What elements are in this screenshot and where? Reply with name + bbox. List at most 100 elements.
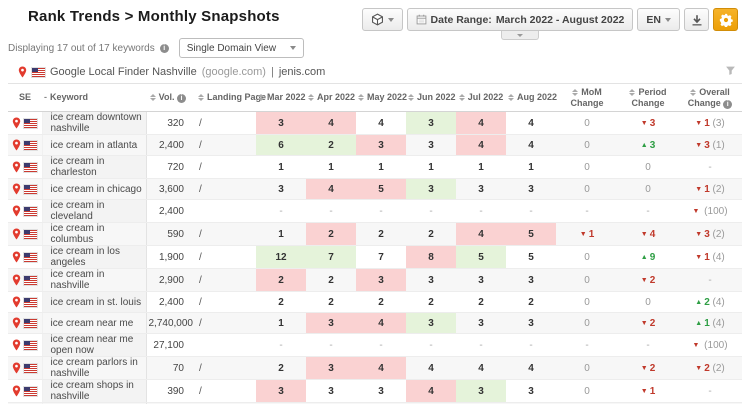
col-header-vol[interactable]: Vol. i [146,83,194,112]
col-header-aug[interactable]: Aug 2022 [506,83,558,112]
location-pin-icon[interactable] [12,228,21,240]
change-value: 2 [649,362,656,374]
rank-cell-aug: 5 [506,222,556,246]
cube-icon [371,13,384,26]
col-header-apr[interactable]: Apr 2022 [306,83,356,112]
col-header-overall[interactable]: Overall Change i [678,83,742,112]
date-range-button[interactable]: Date Range: March 2022 - August 2022 [406,8,634,31]
view-mode-select[interactable]: Single Domain View [178,38,305,58]
location-pin-icon[interactable] [12,205,21,217]
rank-value: - [279,339,283,351]
table-row: ice cream in cleveland 2,400 - - - - - - - - ▼ (10… [8,199,742,223]
rank-cell-apr: 2 [306,222,356,246]
sort-icon[interactable] [690,88,697,96]
info-icon[interactable]: i [159,43,169,53]
rank-value: 4 [378,362,384,374]
sort-icon[interactable] [198,94,204,101]
keyword-cell[interactable]: ice cream in columbus [42,222,147,246]
sort-icon[interactable] [308,94,314,101]
sort-icon[interactable] [358,94,364,101]
change-value: 0 [584,385,590,397]
rank-cell-may: 1 [356,402,406,404]
sort-icon[interactable] [149,94,156,101]
landing-page-cell[interactable]: / [194,245,256,269]
arrow-down-icon: ▼ [640,119,648,127]
col-label: Keyword [50,92,89,102]
rank-cell-apr: 1 [306,402,356,404]
volume-cell: 2,400 [146,291,194,313]
landing-page-cell[interactable]: / [194,268,256,292]
collapse-tab[interactable] [500,31,539,40]
keyword-cell[interactable]: ice cream in nashville [42,268,147,292]
change-value: 1 [588,228,595,240]
rank-cell-jun: - [406,199,456,223]
period-change-cell: 0 [618,155,678,179]
rank-cell-aug: 3 [506,312,556,334]
language-button[interactable]: EN [637,8,680,31]
col-header-jul[interactable]: Jul 2022 [456,83,506,112]
keyword-cell[interactable]: ice cream near me [42,312,147,334]
landing-page-cell[interactable]: / [194,134,256,156]
keyword-cell[interactable]: ice cream in charleston [42,155,147,179]
sort-icon[interactable] [508,94,514,101]
keyword-cell[interactable]: ice cream in st. louis [42,291,147,313]
landing-page-cell[interactable]: / [194,379,256,403]
location-pin-icon[interactable] [12,274,21,286]
location-pin-icon[interactable] [12,117,21,129]
location-pin-icon[interactable] [12,385,21,397]
landing-page-cell[interactable]: / [194,178,256,200]
arrow-down-icon: ▼ [640,276,648,284]
col-header-mom[interactable]: MoM Change [556,83,618,112]
landing-page-cell[interactable]: / [194,222,256,246]
col-label: Aug 2022 [517,92,558,102]
sort-icon[interactable] [408,94,414,101]
keyword-cell[interactable]: ice cream parlors in nashville [42,356,147,380]
landing-page-cell[interactable]: / [194,155,256,179]
landing-page-cell[interactable]: / [194,111,256,135]
keyword-cell[interactable]: jeni britton bauer [42,402,147,404]
sort-icon[interactable] [572,88,579,96]
location-pin-icon[interactable] [12,161,21,173]
location-pin-icon[interactable] [12,183,21,195]
location-pin-icon[interactable] [12,251,21,263]
arrow-down-icon: ▼ [692,341,700,349]
location-pin-icon[interactable] [12,296,21,308]
col-header-may[interactable]: May 2022 [356,83,407,112]
location-pin-icon[interactable] [12,139,21,151]
rank-table: SE - Keyword Vol. i Landing Page Mar 2022 Apr … [8,83,742,404]
change-value: 3 [649,139,656,151]
landing-page-cell[interactable]: / [194,356,256,380]
col-header-period[interactable]: Period Change [618,83,678,112]
rank-value: 4 [478,117,484,129]
rank-cell-jul: 1 [456,402,506,404]
sort-icon[interactable] [258,94,264,101]
col-header-mar[interactable]: Mar 2022 [256,83,306,112]
col-header-keyword[interactable]: - Keyword [42,83,146,112]
sort-icon[interactable] [458,94,465,101]
rank-cell-apr: 3 [306,312,356,334]
keyword-cell[interactable]: ice cream shops in nashville [42,379,147,403]
location-pin-icon[interactable] [12,362,21,374]
rank-cell-mar: 2 [256,268,306,292]
sort-icon[interactable] [629,88,636,96]
keyword-cell[interactable]: ice cream downtown nashville [42,111,147,135]
keyword-cell[interactable]: ice cream in los angeles [42,245,147,269]
location-pin-icon[interactable] [12,339,21,351]
col-header-landing[interactable]: Landing Page [194,83,266,112]
keyword-cell[interactable]: ice cream in chicago [42,178,147,200]
keyword-cell[interactable]: ice cream in atlanta [42,134,147,156]
share-menu-button[interactable] [361,8,403,31]
location-pin-icon[interactable] [12,317,21,329]
landing-page-cell[interactable]: / [194,312,256,334]
col-header-jun[interactable]: Jun 2022 [406,83,456,112]
landing-page-cell[interactable]: / [194,291,256,313]
filter-icon[interactable] [725,65,736,79]
keyword-cell[interactable]: ice cream near me open now [42,333,147,357]
rank-cell-may: 5 [356,178,406,200]
settings-button[interactable] [713,8,738,31]
keyword-cell[interactable]: ice cream in cleveland [42,199,147,223]
download-button[interactable] [684,8,709,31]
rank-value: 4 [328,117,334,129]
se-cell [8,111,43,135]
rank-cell-aug: 3 [506,268,556,292]
